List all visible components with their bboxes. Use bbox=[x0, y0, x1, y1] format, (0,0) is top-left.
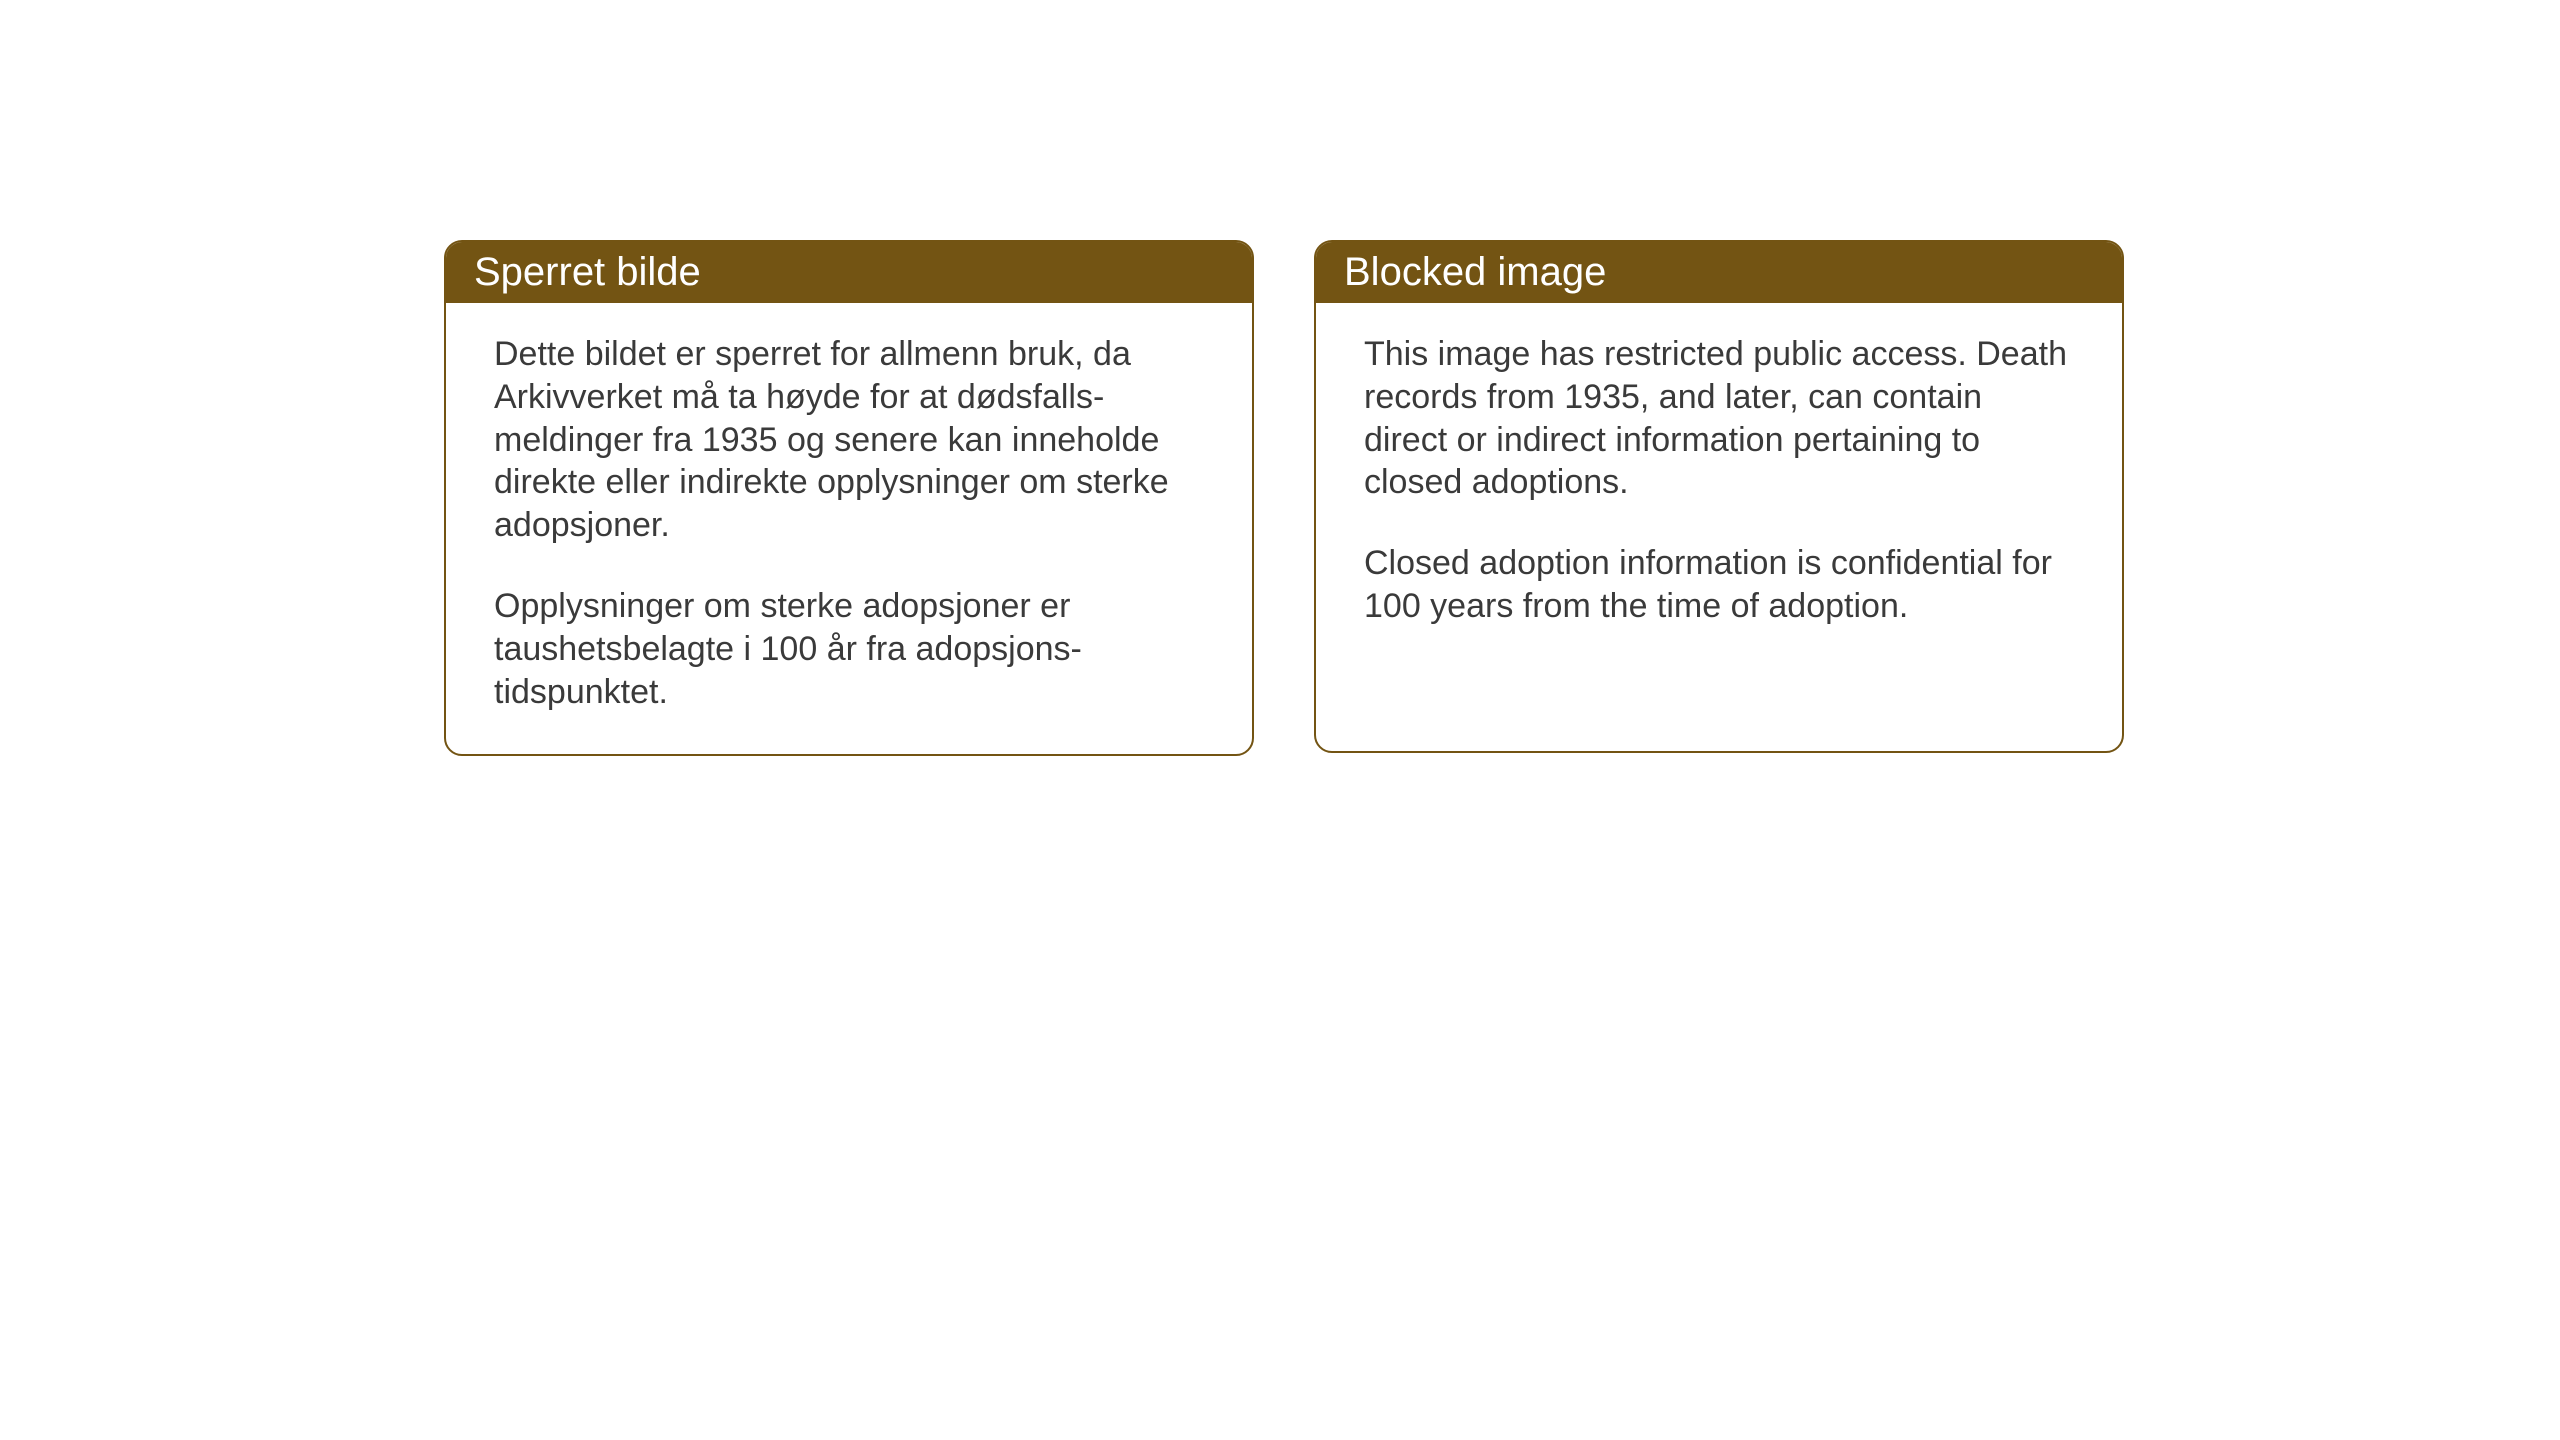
card-title-norwegian: Sperret bilde bbox=[474, 250, 701, 294]
card-header-english: Blocked image bbox=[1316, 242, 2122, 303]
paragraph-2-english: Closed adoption information is confident… bbox=[1364, 542, 2074, 628]
notice-card-english: Blocked image This image has restricted … bbox=[1314, 240, 2124, 753]
paragraph-2-norwegian: Opplysninger om sterke adopsjoner er tau… bbox=[494, 585, 1204, 713]
card-title-english: Blocked image bbox=[1344, 250, 1606, 294]
card-body-english: This image has restricted public access.… bbox=[1316, 303, 2122, 668]
notice-card-norwegian: Sperret bilde Dette bildet er sperret fo… bbox=[444, 240, 1254, 756]
card-body-norwegian: Dette bildet er sperret for allmenn bruk… bbox=[446, 303, 1252, 754]
paragraph-1-english: This image has restricted public access.… bbox=[1364, 333, 2074, 504]
notice-container: Sperret bilde Dette bildet er sperret fo… bbox=[444, 240, 2124, 756]
card-header-norwegian: Sperret bilde bbox=[446, 242, 1252, 303]
paragraph-1-norwegian: Dette bildet er sperret for allmenn bruk… bbox=[494, 333, 1204, 547]
